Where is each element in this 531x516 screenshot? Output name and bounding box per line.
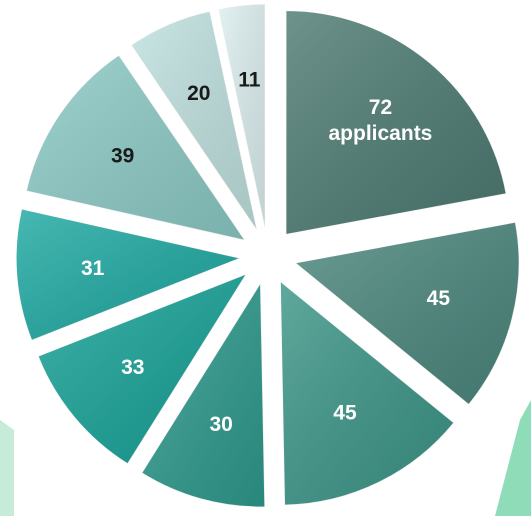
data-label: 31 bbox=[81, 257, 105, 280]
data-label: 45 bbox=[333, 402, 357, 425]
slice-shade bbox=[295, 222, 520, 405]
data-label: 39 bbox=[111, 145, 134, 168]
data-label: 30 bbox=[209, 413, 232, 436]
slice-shade bbox=[141, 282, 265, 507]
data-label: 33 bbox=[121, 356, 144, 379]
data-label: 72 applicants bbox=[329, 95, 433, 144]
data-label: 45 bbox=[427, 287, 451, 310]
data-label: 11 bbox=[238, 69, 261, 92]
slice-shade bbox=[217, 4, 266, 229]
slice-shade bbox=[38, 273, 247, 464]
data-label: 20 bbox=[187, 82, 210, 105]
slice-shade bbox=[26, 55, 245, 241]
slice-shade bbox=[130, 11, 257, 231]
slice-shade bbox=[16, 208, 241, 341]
slices: 72 applicants 45 45 30 33 31 39 20 11 bbox=[15, 3, 520, 508]
decor-stripe bbox=[0, 420, 14, 516]
decor-stripe bbox=[495, 400, 531, 516]
slice-shade bbox=[280, 281, 454, 506]
slice-shade bbox=[285, 10, 507, 235]
